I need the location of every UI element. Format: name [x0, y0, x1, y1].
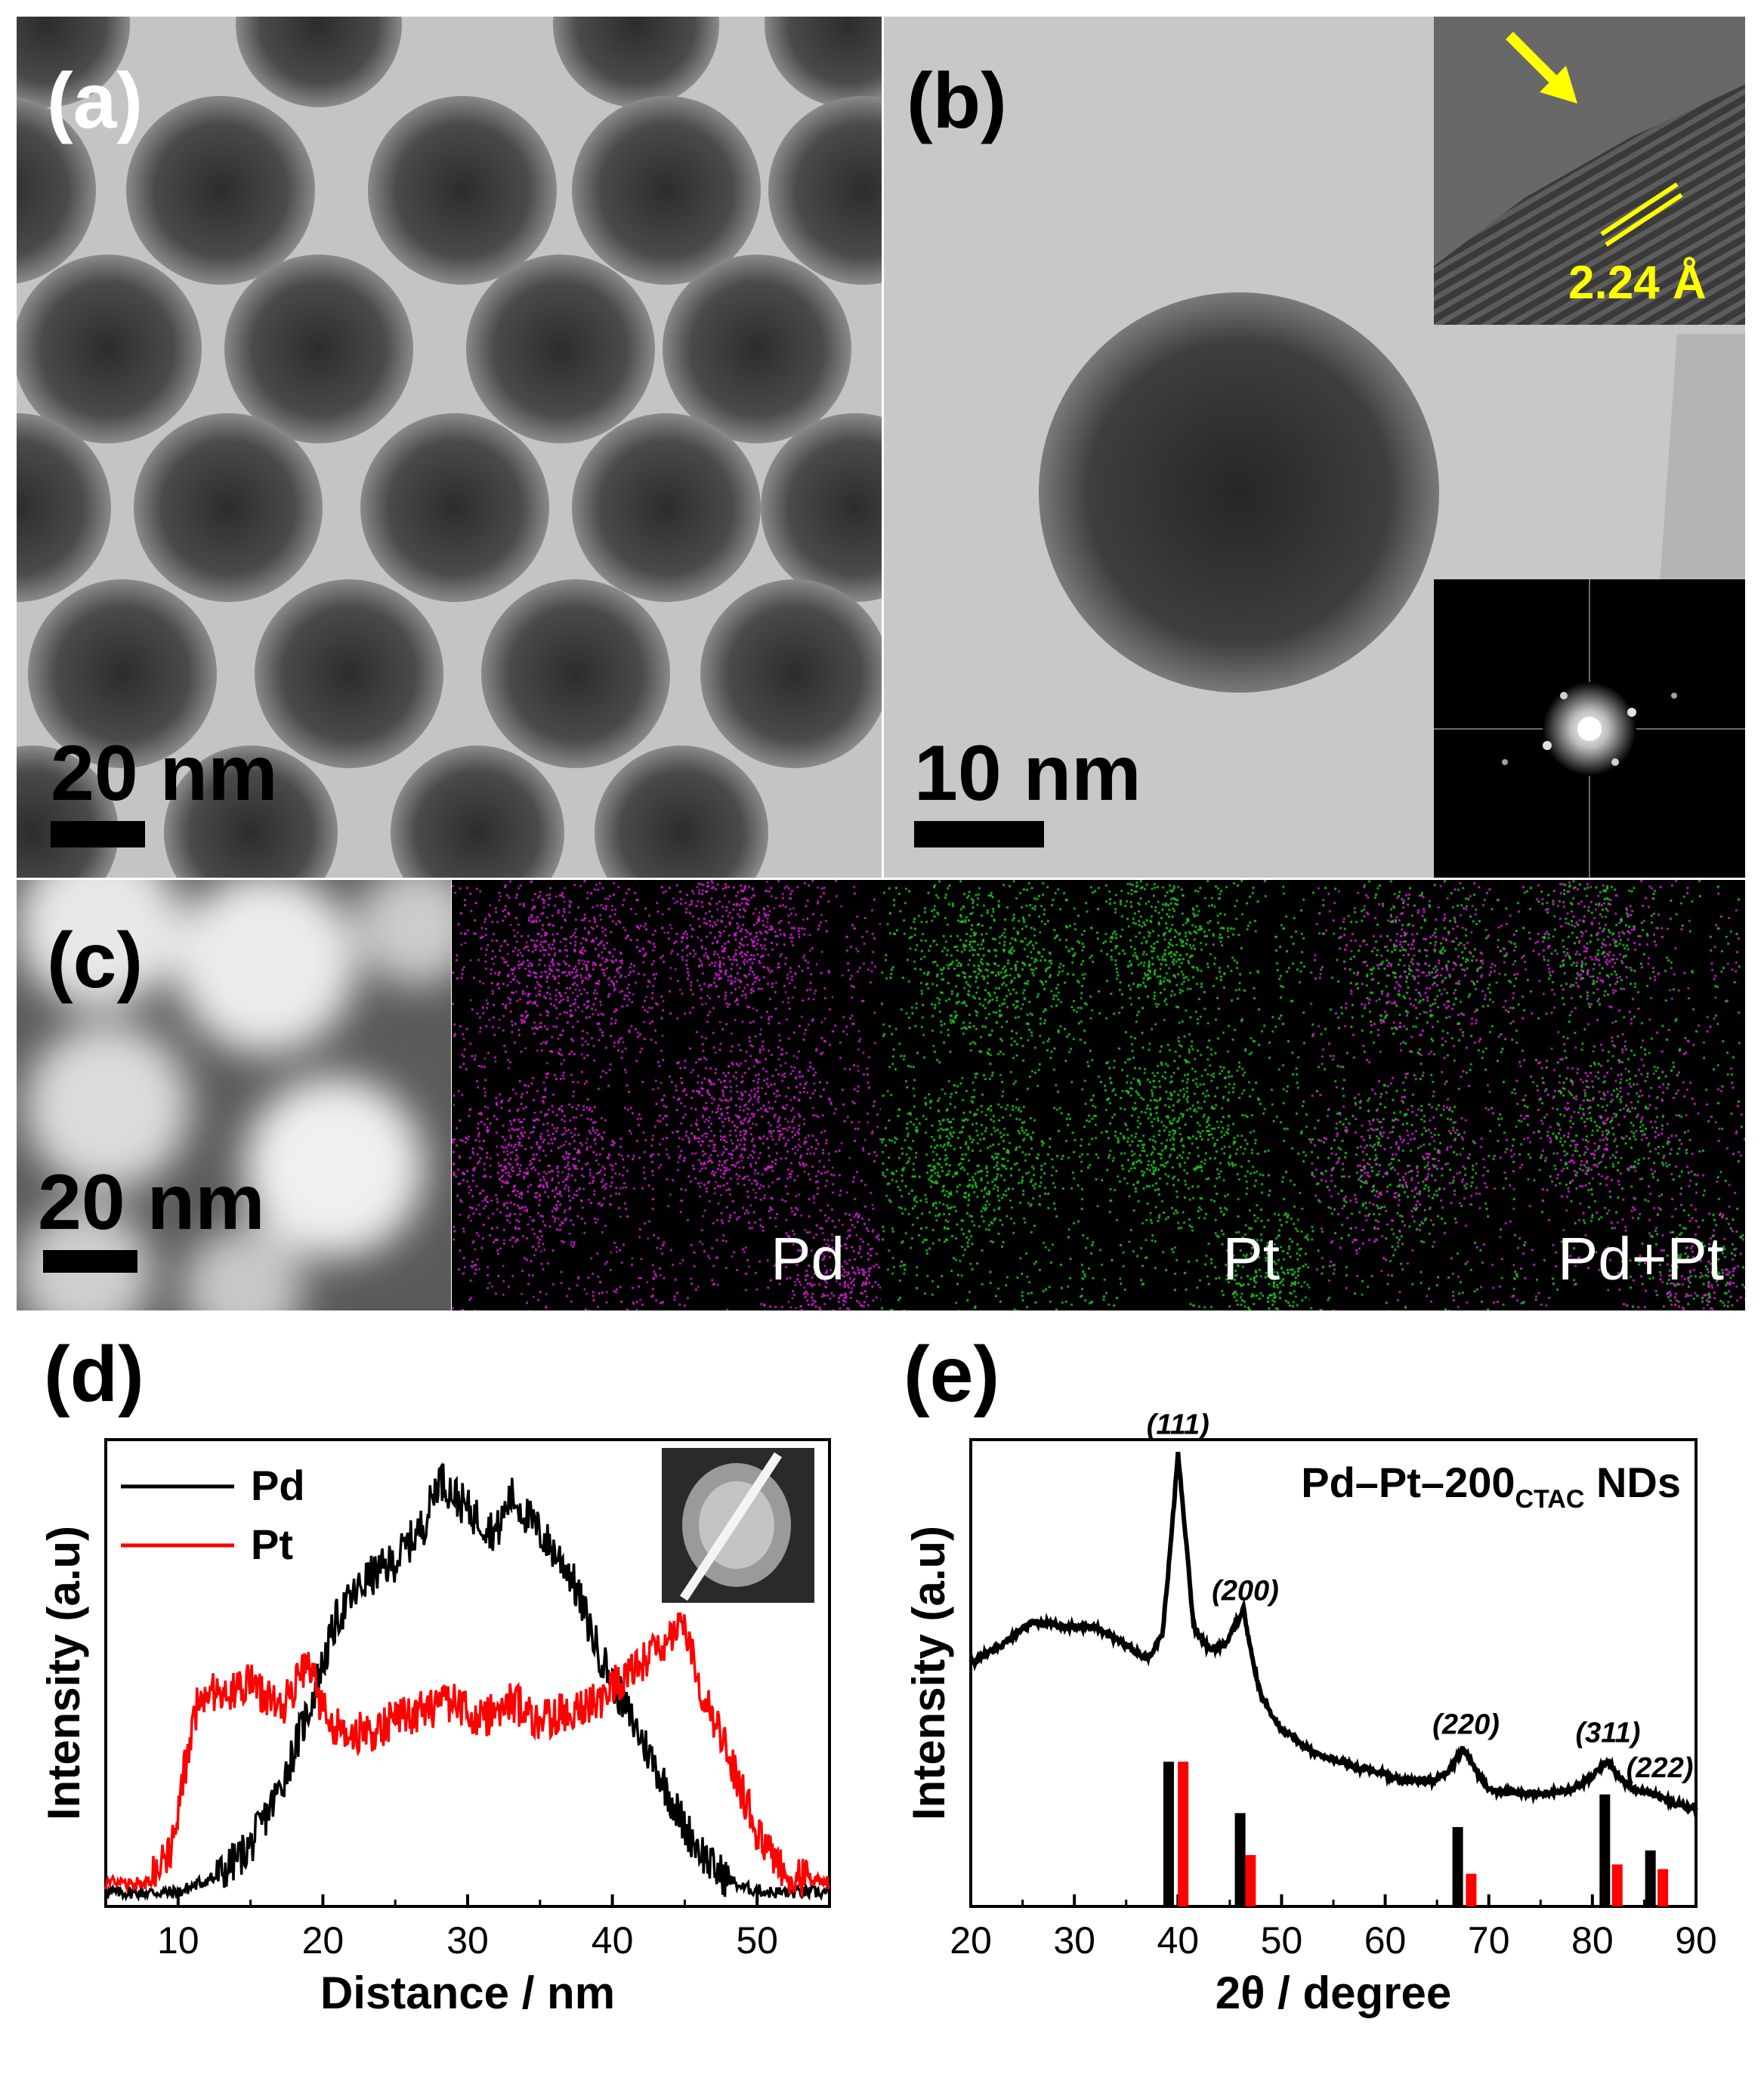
- xrd-chart: 20 30 40 50 60 70 80 90 2θ / degree Intensity (a.…: [904, 1409, 1717, 2018]
- x-tick-label: 80: [1571, 1919, 1614, 1962]
- reference-bar: [1163, 1761, 1174, 1906]
- peak-label: (222): [1627, 1752, 1694, 1784]
- panel-c-haadf-image: (c) 20 nm: [17, 880, 451, 1310]
- series-line-pd: [104, 1462, 831, 1902]
- x-tick-label: 30: [446, 1919, 489, 1962]
- nanodendrite-particle: [481, 579, 670, 768]
- x-tick-label: 20: [950, 1919, 992, 1962]
- nanodendrite-particle: [572, 96, 761, 285]
- nanodendrite-particle: [17, 413, 111, 602]
- nanodendrite-particle: [17, 97, 96, 284]
- reference-bar: [1611, 1864, 1623, 1906]
- legend-label-pd: Pd: [251, 1462, 305, 1509]
- reference-bar: [1657, 1869, 1669, 1906]
- x-tick-label: 10: [157, 1919, 199, 1962]
- reference-bar: [1178, 1761, 1189, 1906]
- x-axis-label: Distance / nm: [320, 1968, 615, 2018]
- reference-bar: [1645, 1850, 1656, 1906]
- panel-b-scale-bar-text: 10 nm: [914, 730, 1142, 817]
- chart-title: Pd–Pt–200CTAC NDs: [1301, 1459, 1681, 1514]
- panel-c-scale-bar-text: 20 nm: [38, 1159, 265, 1246]
- peak-label: (200): [1212, 1575, 1279, 1607]
- reference-bar: [1234, 1813, 1246, 1906]
- nanodendrite-particle: [595, 746, 768, 878]
- lattice-line-1: [1600, 182, 1679, 236]
- pd-pt-overlay-map: Pd+Pt: [1310, 880, 1745, 1310]
- nanodendrite-particle: [17, 255, 202, 443]
- panel-a-tem-image: (a) 20 nm: [17, 17, 882, 878]
- line-scan-path: [679, 1452, 783, 1601]
- plot-frame: [969, 1438, 1698, 1908]
- x-tick-label: 90: [1675, 1919, 1717, 1962]
- peak-label: (220): [1432, 1709, 1500, 1740]
- pd-map: Pd: [452, 880, 881, 1310]
- panel-b-tem-image: 2.24 Å (b) 10 nm: [884, 17, 1745, 878]
- x-tick-label: 20: [302, 1919, 344, 1962]
- arrow-icon: [1506, 32, 1577, 103]
- nanodendrite-particle: [224, 255, 413, 443]
- nanodendrite-particle: [134, 413, 323, 602]
- reference-bar: [1466, 1873, 1477, 1906]
- nanodendrite-particle: [255, 579, 443, 768]
- panel-a-scale-bar-text: 20 nm: [51, 730, 278, 817]
- x-tick-label: 40: [592, 1919, 634, 1962]
- x-axis-label: 2θ / degree: [1216, 1968, 1452, 2018]
- line-scan-chart: 10 20 30 40 50 Distance / nm Intensity (a.u) Pd…: [39, 1438, 831, 2018]
- nanodendrite-particle: [466, 255, 655, 443]
- lattice-line-2: [1605, 193, 1683, 247]
- nanodendrite-particle: [236, 17, 402, 107]
- lattice-spacing-label: 2.24 Å: [1568, 257, 1707, 309]
- nanodendrite-particle: [28, 579, 217, 768]
- fft-inset: [1434, 579, 1745, 878]
- xrd-curve: [969, 1452, 1698, 1819]
- nanodendrite-particle: [553, 17, 719, 107]
- nanodendrite-particle: [765, 17, 882, 107]
- pd-pt-map-label: Pd+Pt: [1557, 1225, 1724, 1292]
- nanodendrite-particle: [700, 579, 882, 768]
- nanodendrite-particle: [572, 413, 761, 602]
- x-tick-label: 50: [736, 1919, 778, 1962]
- line-scan-inset-image: [662, 1448, 814, 1603]
- panel-a-scale-bar: [51, 821, 145, 847]
- pd-map-label: Pd: [771, 1225, 845, 1292]
- x-tick-label: 30: [1053, 1919, 1095, 1962]
- x-tick-label: 60: [1364, 1919, 1407, 1962]
- pt-map: Pt: [881, 880, 1310, 1310]
- legend-label-pt: Pt: [251, 1520, 293, 1568]
- nanodendrite-particle: [768, 96, 882, 285]
- peak-label: (311): [1575, 1717, 1640, 1749]
- x-tick-label: 50: [1261, 1919, 1303, 1962]
- peak-label: (111): [1147, 1409, 1209, 1441]
- tem-particles-a: [17, 17, 882, 878]
- reference-bar: [1245, 1855, 1256, 1906]
- panel-e-label: (e): [904, 1331, 1000, 1418]
- y-axis-label: Intensity (a.u): [904, 1526, 954, 1820]
- nanodendrite-particle: [391, 746, 564, 878]
- panel-d-label: (d): [44, 1331, 144, 1418]
- nanodendrite-particle: [17, 17, 130, 107]
- y-axis-label: Intensity (a.u): [39, 1526, 89, 1820]
- panel-b-scale-bar: [914, 821, 1044, 847]
- nanodendrite-particle: [126, 96, 315, 285]
- nanodendrite-particle: [663, 255, 851, 443]
- x-tick-label: 40: [1157, 1919, 1199, 1962]
- nanodendrite-particle: [761, 413, 882, 602]
- hrtem-inset: 2.24 Å: [1434, 17, 1745, 325]
- reference-bar: [1599, 1794, 1611, 1906]
- nanodendrite-particle: [164, 746, 338, 878]
- panel-c-scale-bar: [43, 1250, 137, 1273]
- panel-a-label: (a): [47, 57, 144, 145]
- panel-b-label: (b): [907, 57, 1007, 145]
- series-line-pt: [104, 1612, 830, 1897]
- nanodendrite-particle: [368, 96, 557, 285]
- x-tick-label: 70: [1468, 1919, 1510, 1962]
- reference-bar: [1452, 1826, 1463, 1906]
- panel-c-label: (c): [47, 917, 144, 1005]
- nanodendrite-particle: [360, 413, 549, 602]
- pt-map-label: Pt: [1222, 1225, 1280, 1292]
